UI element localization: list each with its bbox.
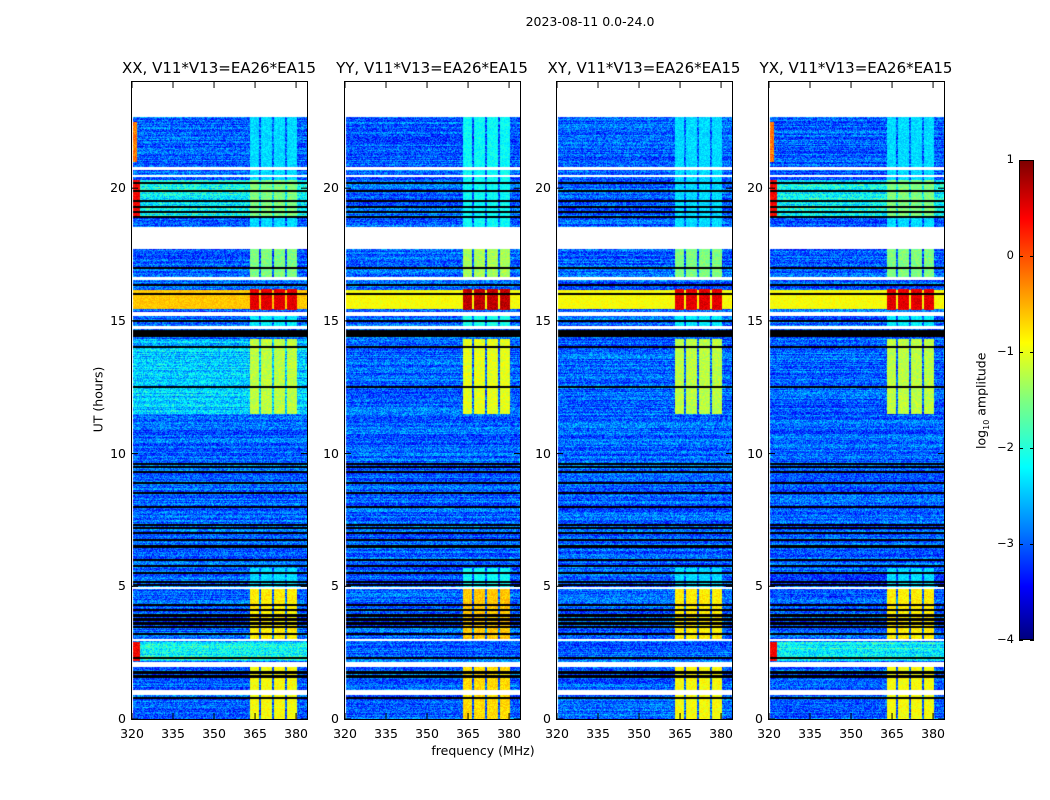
colorbar-tick-label: 1 bbox=[1006, 152, 1014, 166]
y-tick-label: 20 bbox=[747, 180, 763, 196]
colorbar-tick-mark bbox=[1019, 640, 1023, 641]
x-tick-label: 365 bbox=[456, 726, 480, 741]
waterfall-panel bbox=[131, 81, 308, 720]
axis-ticks bbox=[344, 82, 520, 720]
waterfall-panel bbox=[768, 81, 945, 720]
colorbar-tick-label: 0 bbox=[1006, 248, 1014, 262]
colorbar-label-sub: 10 bbox=[981, 419, 991, 430]
colorbar-tick-label: −4 bbox=[997, 632, 1014, 646]
x-tick-label: 335 bbox=[798, 726, 822, 741]
y-tick-label: 0 bbox=[118, 711, 126, 726]
waterfall-heatmap bbox=[132, 82, 307, 719]
y-tick-label: 0 bbox=[755, 711, 763, 726]
y-tick-label: 10 bbox=[323, 445, 339, 461]
colorbar-tick-mark bbox=[1019, 544, 1023, 545]
y-tick-label: 10 bbox=[535, 445, 551, 461]
colorbar-label-rest: amplitude bbox=[973, 352, 989, 420]
colorbar-tick-label: −1 bbox=[997, 344, 1014, 358]
y-axis-label: UT (hours) bbox=[90, 366, 106, 433]
y-tick-label: 15 bbox=[323, 312, 339, 328]
waterfall-heatmap bbox=[769, 82, 944, 719]
colorbar bbox=[1019, 160, 1034, 640]
figure-title: 2023-08-11 0.0-24.0 bbox=[525, 14, 655, 29]
x-tick-label: 380 bbox=[709, 726, 733, 741]
colorbar-tick-mark bbox=[1030, 256, 1034, 257]
y-tick-label: 15 bbox=[747, 312, 763, 328]
y-tick-label: 20 bbox=[535, 180, 551, 196]
y-tick-label: 10 bbox=[110, 445, 126, 461]
x-tick-label: 350 bbox=[627, 726, 651, 741]
x-tick-label: 320 bbox=[120, 726, 144, 741]
x-tick-label: 350 bbox=[202, 726, 226, 741]
colorbar-tick-mark bbox=[1019, 256, 1023, 257]
y-tick-label: 5 bbox=[331, 578, 339, 594]
colorbar-tick-mark bbox=[1030, 640, 1034, 641]
x-tick-label: 320 bbox=[757, 726, 781, 741]
waterfall-panel bbox=[556, 81, 733, 720]
y-tick-label: 15 bbox=[110, 312, 126, 328]
waterfall-panel bbox=[344, 81, 521, 720]
colorbar-tick-mark bbox=[1019, 448, 1023, 449]
waterfall-heatmap bbox=[345, 82, 520, 719]
y-tick-label: 5 bbox=[543, 578, 551, 594]
y-tick-label: 20 bbox=[110, 180, 126, 196]
y-tick-label: 0 bbox=[331, 711, 339, 726]
colorbar-label: log10 amplitude bbox=[973, 341, 991, 461]
y-tick-label: 5 bbox=[118, 578, 126, 594]
axis-ticks bbox=[768, 82, 944, 720]
axis-ticks bbox=[131, 82, 307, 720]
y-tick-label: 20 bbox=[323, 180, 339, 196]
panel-title: XY, V11*V13=EA26*EA15 bbox=[547, 59, 741, 77]
y-tick-label: 0 bbox=[543, 711, 551, 726]
colorbar-tick-label: −3 bbox=[997, 536, 1014, 550]
colorbar-tick-mark bbox=[1019, 160, 1023, 161]
x-tick-label: 365 bbox=[243, 726, 267, 741]
y-tick-label: 5 bbox=[755, 578, 763, 594]
x-tick-label: 365 bbox=[880, 726, 904, 741]
colorbar-label-main: log bbox=[973, 429, 989, 449]
colorbar-tick-label: −2 bbox=[997, 440, 1014, 454]
x-axis-label: frequency (MHz) bbox=[431, 743, 535, 758]
y-tick-label: 15 bbox=[535, 312, 551, 328]
colorbar-tick-mark bbox=[1030, 448, 1034, 449]
panel-title: YX, V11*V13=EA26*EA15 bbox=[759, 59, 953, 77]
waterfall-heatmap bbox=[557, 82, 732, 719]
x-tick-label: 380 bbox=[284, 726, 308, 741]
x-tick-label: 365 bbox=[668, 726, 692, 741]
x-tick-label: 350 bbox=[415, 726, 439, 741]
x-tick-label: 350 bbox=[839, 726, 863, 741]
colorbar-tick-mark bbox=[1030, 352, 1034, 353]
x-tick-label: 320 bbox=[333, 726, 357, 741]
x-tick-label: 335 bbox=[161, 726, 185, 741]
x-tick-label: 380 bbox=[921, 726, 945, 741]
colorbar-tick-mark bbox=[1019, 352, 1023, 353]
colorbar-tick-mark bbox=[1030, 160, 1034, 161]
x-tick-label: 320 bbox=[545, 726, 569, 741]
colorbar-tick-mark bbox=[1030, 544, 1034, 545]
axis-ticks bbox=[556, 82, 732, 720]
panel-title: XX, V11*V13=EA26*EA15 bbox=[121, 59, 316, 77]
panel-title: YY, V11*V13=EA26*EA15 bbox=[336, 59, 528, 77]
x-tick-label: 335 bbox=[586, 726, 610, 741]
x-tick-label: 380 bbox=[497, 726, 521, 741]
x-tick-label: 335 bbox=[374, 726, 398, 741]
y-tick-label: 10 bbox=[747, 445, 763, 461]
